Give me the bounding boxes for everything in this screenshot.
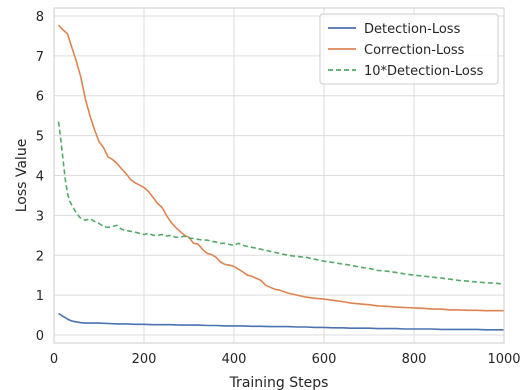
y-tick-label: 3	[36, 209, 44, 224]
y-tick-label: 8	[36, 10, 44, 25]
series-line-0	[58, 312, 504, 331]
x-tick-label: 1000	[487, 352, 520, 367]
x-axis-label: Training Steps	[229, 375, 329, 390]
x-tick-label: 800	[402, 352, 427, 367]
x-tick-label: 0	[50, 352, 58, 367]
y-tick-label: 5	[36, 130, 44, 145]
axis-ticks: 0 200 400 600 800 1000 0 1 2 3 4 5 6 7 8	[36, 10, 521, 367]
legend-label: Correction-Loss	[364, 43, 465, 58]
y-tick-label: 1	[36, 289, 44, 304]
x-tick-label: 200	[132, 352, 157, 367]
y-tick-label: 6	[36, 90, 44, 105]
legend-box	[319, 13, 499, 85]
plot-frame	[53, 7, 505, 344]
y-tick-label: 4	[36, 170, 44, 185]
series-lines	[57, 24, 505, 331]
y-tick-label: 0	[36, 329, 44, 344]
y-tick-label: 2	[36, 249, 44, 264]
y-axis-label: Loss Value	[14, 139, 30, 213]
series-line-2	[57, 121, 505, 285]
y-tick-label: 7	[36, 50, 44, 65]
legend-label: 10*Detection-Loss	[364, 64, 484, 79]
x-tick-label: 600	[312, 352, 337, 367]
legend: Detection-Loss Correction-Loss 10*Detectio…	[319, 13, 499, 85]
x-tick-label: 400	[222, 352, 247, 367]
legend-label: Detection-Loss	[364, 22, 461, 37]
series-line-1	[57, 24, 504, 312]
